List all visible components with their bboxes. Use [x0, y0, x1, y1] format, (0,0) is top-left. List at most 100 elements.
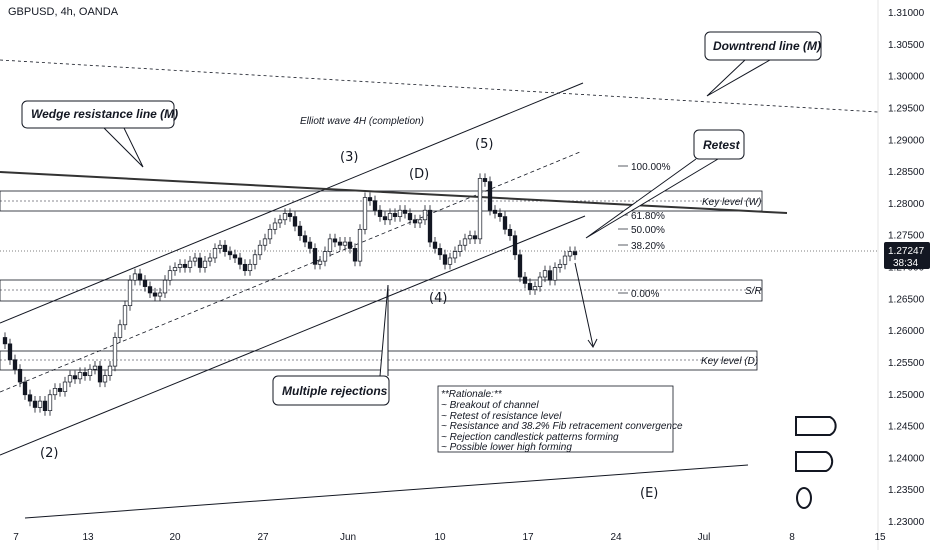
wave-label-2: (2) [40, 446, 58, 461]
candle-body [282, 213, 288, 221]
candle-body [467, 235, 473, 240]
candle-body [397, 209, 403, 217]
candle-body [552, 267, 558, 281]
candle-body [437, 248, 443, 256]
candle-body [457, 244, 463, 252]
rationale-line-1: ~ Breakout of channel [441, 400, 539, 411]
candle-body [327, 238, 333, 252]
candle-body [242, 263, 248, 272]
rationale-line-2: ~ Retest of resistance level [441, 411, 562, 422]
candle-body [367, 197, 373, 202]
candle-body [472, 235, 478, 240]
candle-body [352, 248, 358, 262]
y-tick-label: 1.26500 [888, 294, 925, 305]
candle-body [287, 213, 293, 217]
rejections-callout-text: Multiple rejections [282, 384, 388, 398]
candle-body [132, 273, 138, 281]
candle-body [382, 216, 388, 221]
drawing-shape-3[interactable] [796, 487, 812, 509]
x-tick-label: 24 [610, 532, 622, 543]
downtrend-callout-box [704, 31, 822, 61]
candle-body [137, 273, 143, 281]
fib-label-100: 100.00% [631, 162, 671, 173]
lower-wedge-line[interactable] [24, 464, 749, 519]
candle-body [157, 292, 163, 297]
x-tick-label: 27 [257, 532, 269, 543]
candle-body [312, 248, 318, 265]
candle-body [507, 228, 513, 237]
candle-body [12, 359, 18, 370]
candle-body [7, 343, 13, 361]
candle-body [97, 365, 103, 383]
y-tick-label: 1.29000 [888, 135, 925, 146]
candle-body [52, 388, 58, 396]
downtrend-callout[interactable]: Downtrend line (M) [704, 31, 822, 97]
candle-body [177, 263, 183, 268]
sr-zone[interactable] [0, 279, 763, 302]
y-tick-label: 1.30500 [888, 40, 925, 51]
key-level-w-label: Key level (W) [702, 197, 761, 208]
candle-body [47, 394, 53, 412]
candle-body [2, 337, 8, 345]
candle-body [222, 244, 228, 252]
channel-lower-line[interactable] [0, 215, 586, 456]
candle-body [227, 251, 233, 256]
last-price-tag[interactable]: 1.27247 38:34 [884, 242, 930, 269]
candle-body [167, 270, 173, 281]
candle-body [532, 286, 538, 291]
candle-body [322, 251, 328, 262]
retest-callout[interactable]: Retest [585, 129, 745, 239]
candle-body [122, 305, 128, 326]
candle-body [447, 257, 453, 265]
wedge-resistance-line[interactable] [0, 171, 788, 214]
channel-upper-line[interactable] [0, 82, 584, 324]
drawing-shape-2[interactable] [795, 451, 834, 472]
wedge-callout[interactable]: Wedge resistance line (M) [21, 100, 178, 168]
candle-body [392, 213, 398, 217]
candle-body [267, 228, 273, 240]
candle-body [182, 263, 188, 268]
candle-body [27, 394, 33, 402]
candle-body [17, 368, 23, 383]
x-tick-label: 15 [874, 532, 886, 543]
candle-body [432, 241, 438, 249]
candle-body [192, 257, 198, 262]
drawing-shape-1[interactable] [795, 416, 837, 436]
candle-body [297, 225, 303, 237]
candle-body [272, 222, 278, 230]
wedge-callout-pointer [103, 127, 144, 168]
rationale-line-5: ~ Possible lower high forming [441, 442, 572, 453]
x-tick-label: 10 [434, 532, 446, 543]
candle-body [462, 238, 468, 246]
time-axis[interactable]: 7 13 20 27 Jun 10 17 24 Jul 8 15 [13, 532, 886, 543]
candle-body [217, 244, 223, 249]
candle-body [452, 251, 458, 259]
rationale-box: **Rationale:** ~ Breakout of channel ~ R… [437, 385, 683, 453]
candle-body [187, 260, 193, 268]
downtrend-line[interactable] [0, 59, 879, 113]
elliott-wave-text: Elliott wave 4H (completion) [300, 116, 424, 127]
candle-body [377, 209, 383, 217]
candle-body [257, 244, 263, 256]
candle-body [247, 263, 253, 272]
y-tick-label: 1.23500 [888, 485, 925, 496]
candle-body [67, 375, 73, 383]
candle-body [347, 241, 353, 249]
candle-body [147, 286, 153, 294]
rejections-callout-box [272, 375, 390, 406]
candle-body [407, 213, 413, 221]
candle-body [337, 241, 343, 246]
rejections-callout[interactable]: Multiple rejections [272, 284, 390, 406]
projection-arrow [574, 262, 598, 348]
candle-body [537, 276, 543, 287]
candle-body [212, 248, 218, 259]
candle-body [477, 178, 483, 240]
y-tick-label: 1.30000 [888, 72, 925, 83]
candle-body [42, 400, 48, 412]
x-tick-label: 13 [82, 532, 94, 543]
candle-body [317, 260, 323, 265]
wave-label-d: (D) [409, 167, 429, 182]
candle-body [422, 209, 428, 221]
key-level-d-zone[interactable] [0, 350, 758, 371]
